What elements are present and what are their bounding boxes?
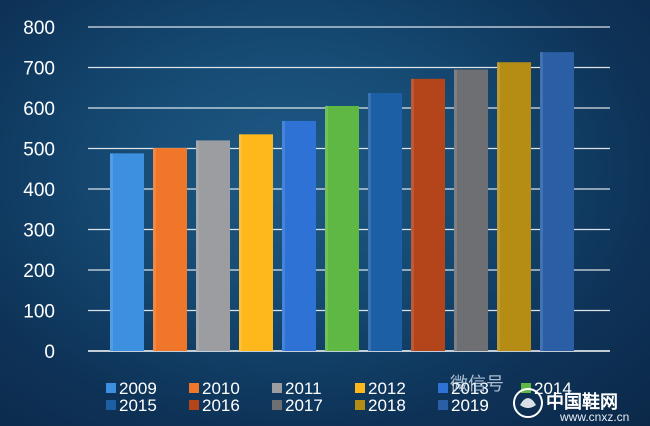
y-tick-label: 800 bbox=[23, 18, 55, 39]
bar-highlight bbox=[153, 148, 156, 351]
legend-label-2015: 2015 bbox=[119, 396, 157, 415]
bar-highlight bbox=[368, 93, 371, 351]
bar-2012 bbox=[239, 134, 273, 351]
legend-label-2018: 2018 bbox=[368, 396, 406, 415]
bar-2014 bbox=[325, 105, 359, 351]
watermark-logo-text: 中国鞋网 bbox=[546, 391, 618, 413]
bar-highlight bbox=[497, 62, 500, 352]
shoe-icon bbox=[520, 398, 536, 408]
bar-highlight bbox=[110, 153, 113, 351]
bar-2018 bbox=[497, 62, 531, 352]
bar-highlight bbox=[239, 134, 242, 351]
bar-2011 bbox=[196, 140, 230, 351]
y-tick-label: 300 bbox=[23, 221, 55, 242]
bar-2009 bbox=[110, 153, 144, 351]
watermark-site: www.cnxz.cn bbox=[559, 410, 629, 424]
legend-label-2012: 2012 bbox=[368, 379, 406, 398]
bar-highlight bbox=[325, 105, 328, 351]
legend-label-2017: 2017 bbox=[285, 396, 323, 415]
y-tick-label: 100 bbox=[23, 302, 55, 323]
y-tick-label: 500 bbox=[23, 140, 55, 161]
legend-swatch-2011 bbox=[272, 383, 282, 393]
bar-highlight bbox=[454, 69, 457, 352]
y-tick-label: 700 bbox=[23, 59, 55, 80]
y-tick-label: 200 bbox=[23, 261, 55, 282]
y-tick-label: 400 bbox=[23, 180, 55, 201]
bar-2010 bbox=[153, 148, 187, 351]
bar-2017 bbox=[454, 69, 488, 352]
y-tick-label: 0 bbox=[44, 342, 55, 363]
bar-2015 bbox=[368, 93, 402, 351]
bar-2019 bbox=[540, 52, 574, 352]
legend-label-2011: 2011 bbox=[285, 379, 322, 398]
legend-label-2016: 2016 bbox=[202, 396, 240, 415]
legend-swatch-2016 bbox=[189, 400, 199, 410]
legend-label-2014: 2014 bbox=[534, 379, 572, 398]
y-tick-label: 600 bbox=[23, 99, 55, 120]
legend-swatch-2012 bbox=[355, 383, 365, 393]
legend-swatch-2010 bbox=[189, 383, 199, 393]
legend-swatch-2018 bbox=[355, 400, 365, 410]
legend-swatch-2009 bbox=[106, 383, 116, 393]
legend-swatch-2013 bbox=[438, 383, 448, 393]
bar-2016 bbox=[411, 78, 445, 351]
legend-swatch-2019 bbox=[438, 400, 448, 410]
bar-highlight bbox=[411, 78, 414, 351]
bar-highlight bbox=[282, 120, 285, 352]
watermark-logo-icon bbox=[513, 388, 543, 418]
legend-swatch-2014 bbox=[521, 383, 531, 393]
bar-highlight bbox=[540, 52, 543, 352]
bar-2013 bbox=[282, 120, 316, 352]
bar-highlight bbox=[196, 140, 199, 351]
watermark-text: 微信号 bbox=[450, 374, 504, 395]
legend-label-2010: 2010 bbox=[202, 379, 240, 398]
legend-label-2009: 2009 bbox=[119, 379, 157, 398]
legend-swatch-2015 bbox=[106, 400, 116, 410]
legend-label-2013: 2013 bbox=[451, 379, 489, 398]
legend-label-2019: 2019 bbox=[451, 396, 489, 415]
legend-swatch-2017 bbox=[272, 400, 282, 410]
